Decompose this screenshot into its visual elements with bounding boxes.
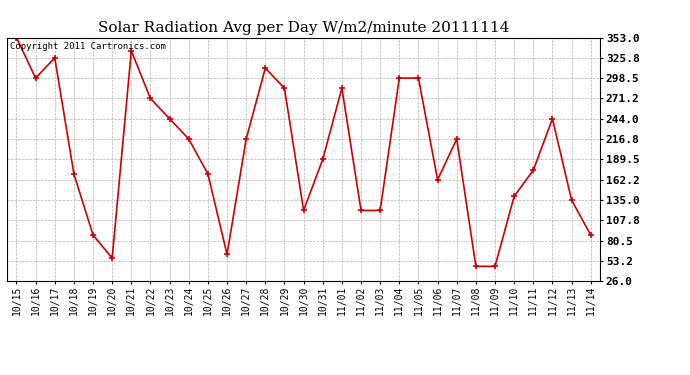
Text: Copyright 2011 Cartronics.com: Copyright 2011 Cartronics.com xyxy=(10,42,166,51)
Title: Solar Radiation Avg per Day W/m2/minute 20111114: Solar Radiation Avg per Day W/m2/minute … xyxy=(98,21,509,35)
